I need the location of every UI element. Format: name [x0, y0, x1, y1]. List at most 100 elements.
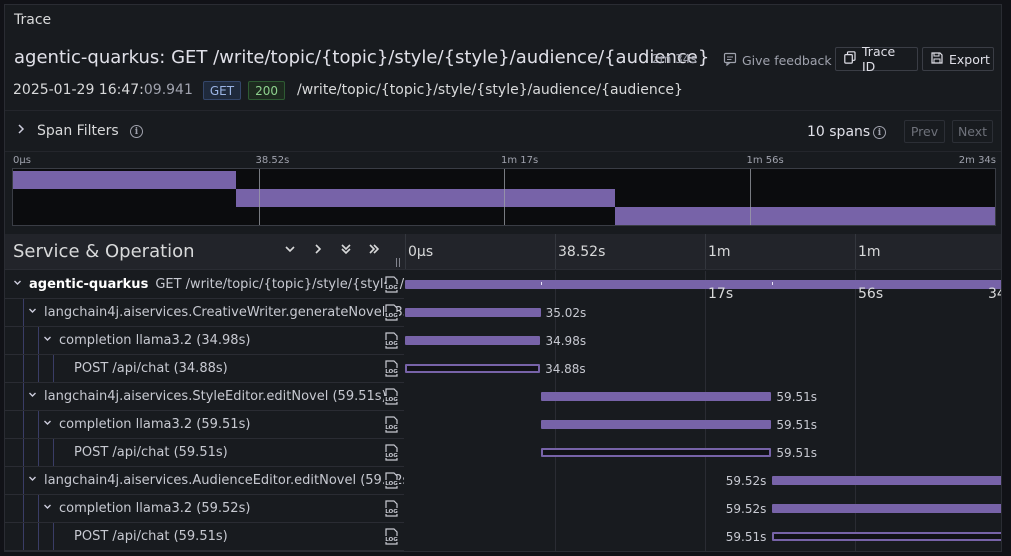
chevron-down-icon[interactable] [28, 306, 37, 318]
chevron-right-icon[interactable] [312, 243, 324, 259]
log-icon[interactable]: LOG [383, 500, 400, 517]
trace-minimap[interactable]: 0µs 38.52s 1m 17s 1m 56s 2m 34s [12, 153, 996, 228]
indent-guide [23, 439, 24, 466]
minimap-canvas[interactable] [12, 168, 996, 226]
span-bar[interactable] [405, 280, 1001, 289]
span-bar[interactable] [771, 504, 1001, 513]
indent-guide [53, 523, 54, 550]
chevron-down-icon[interactable] [43, 502, 52, 514]
next-button[interactable]: Next [952, 120, 993, 143]
span-name-cell[interactable]: agentic-quarkus GET /write/topic/{topic}/… [5, 271, 404, 299]
span-name-cell[interactable]: completion llama3.2 (34.98s) LOG [5, 327, 404, 355]
span-bar[interactable] [405, 364, 541, 373]
column-resize-handle[interactable]: || [395, 258, 402, 268]
span-row[interactable]: langchain4j.aiservices.CreativeWriter.ge… [5, 299, 1001, 327]
log-icon[interactable]: LOG [383, 304, 400, 321]
log-icon[interactable]: LOG [383, 360, 400, 377]
minimap-gridline [504, 169, 505, 225]
span-timeline-cell[interactable]: 59.52s [405, 495, 1001, 523]
log-icon[interactable]: LOG [383, 388, 400, 405]
span-duration-label: 34.98s [545, 334, 587, 348]
trace-id-button[interactable]: Trace ID [835, 44, 918, 74]
log-icon[interactable]: LOG [383, 444, 400, 461]
span-timeline-cell[interactable]: 59.51s [405, 411, 1001, 439]
span-name-cell[interactable]: POST /api/chat (34.88s) LOG [5, 355, 404, 383]
span-bar[interactable] [405, 308, 541, 317]
log-icon[interactable]: LOG [383, 332, 400, 349]
span-name: POST /api/chat (59.51s) [74, 445, 228, 460]
span-timeline-cell[interactable]: 35.02s [405, 299, 1001, 327]
minimap-span-bar [236, 189, 615, 207]
log-icon[interactable]: LOG [383, 416, 400, 433]
svg-text:LOG: LOG [385, 537, 398, 543]
span-name-cell[interactable]: completion llama3.2 (59.51s) LOG [5, 411, 404, 439]
span-timeline-cell[interactable]: 59.52s [405, 467, 1001, 495]
span-name-cell[interactable]: langchain4j.aiservices.StyleEditor.editN… [5, 383, 404, 411]
span-row[interactable]: completion llama3.2 (34.98s) LOG 34.98s [5, 327, 1001, 355]
operation-name: completion llama3.2 (34.98s) [59, 333, 251, 348]
indent-guide [38, 355, 39, 382]
log-icon[interactable]: LOG [383, 472, 400, 489]
span-bar[interactable] [540, 420, 772, 429]
span-bar[interactable] [405, 336, 541, 345]
indent-guide [23, 467, 24, 494]
minimap-ticks: 0µs 38.52s 1m 17s 1m 56s 2m 34s [12, 153, 996, 168]
span-event-mark [771, 282, 773, 285]
span-timeline-cell[interactable]: 34.98s [405, 327, 1001, 355]
spans-count: 10 spans [807, 124, 871, 140]
chevron-down-icon[interactable] [43, 334, 52, 346]
operation-name: langchain4j.aiservices.AudienceEditor.ed… [44, 473, 404, 488]
chevron-down-icon[interactable] [28, 474, 37, 486]
span-bar[interactable] [540, 392, 772, 401]
span-row[interactable]: POST /api/chat (59.51s) LOG 59.51s [5, 439, 1001, 467]
span-filters-toggle[interactable]: Span Filters [37, 123, 119, 139]
copy-icon [844, 51, 856, 67]
span-row[interactable]: completion llama3.2 (59.51s) LOG 59.51s [5, 411, 1001, 439]
info-icon[interactable]: i [130, 125, 143, 138]
span-name-cell[interactable]: POST /api/chat (59.51s) LOG [5, 523, 404, 551]
operation-name: POST /api/chat (59.51s) [74, 529, 228, 544]
timeline-tick-label: 17s [708, 286, 734, 302]
timeline-tick-label: 0µs [408, 244, 434, 260]
indent-guide [23, 299, 24, 326]
span-timeline-cell[interactable]: 34.88s [405, 355, 1001, 383]
span-bar[interactable] [771, 476, 1001, 485]
service-name: agentic-quarkus [29, 277, 149, 292]
span-row[interactable]: POST /api/chat (34.88s) LOG 34.88s [5, 355, 1001, 383]
span-bar[interactable] [540, 448, 772, 457]
give-feedback-link[interactable]: Give feedback [723, 49, 832, 71]
double-chevron-right-icon[interactable] [368, 243, 380, 259]
span-row[interactable]: completion llama3.2 (59.52s) LOG 59.52s [5, 495, 1001, 523]
log-icon[interactable]: LOG [383, 276, 400, 293]
indent-guide [38, 495, 39, 522]
log-icon[interactable]: LOG [383, 528, 400, 545]
timeline-gridline [705, 271, 706, 551]
span-name-cell[interactable]: langchain4j.aiservices.CreativeWriter.ge… [5, 299, 404, 327]
chevron-down-icon[interactable] [28, 390, 37, 402]
span-timeline-cell[interactable]: 59.51s [405, 383, 1001, 411]
chevron-down-icon[interactable] [13, 278, 22, 290]
prev-button[interactable]: Prev [904, 120, 945, 143]
span-timeline-cell[interactable] [405, 271, 1001, 299]
span-row[interactable]: POST /api/chat (59.51s) LOG 59.51s [5, 523, 1001, 551]
span-timeline-cell[interactable]: 59.51s [405, 439, 1001, 467]
span-row[interactable]: langchain4j.aiservices.StyleEditor.editN… [5, 383, 1001, 411]
span-bar[interactable] [771, 532, 1001, 541]
span-row[interactable]: langchain4j.aiservices.AudienceEditor.ed… [5, 467, 1001, 495]
chevron-down-icon[interactable] [43, 418, 52, 430]
timeline-tick-label: 34s [988, 286, 1001, 302]
export-button[interactable]: Export [922, 47, 994, 71]
span-name-cell[interactable]: POST /api/chat (59.51s) LOG [5, 439, 404, 467]
span-name-cell[interactable]: completion llama3.2 (59.52s) LOG [5, 495, 404, 523]
operation-name: completion llama3.2 (59.51s) [59, 417, 251, 432]
double-chevron-down-icon[interactable] [340, 243, 352, 259]
info-icon[interactable]: i [873, 126, 886, 139]
span-name-cell[interactable]: langchain4j.aiservices.AudienceEditor.ed… [5, 467, 404, 495]
chevron-down-icon[interactable] [284, 243, 296, 259]
span-duration-label: 59.51s [776, 446, 818, 460]
span-row[interactable]: agentic-quarkus GET /write/topic/{topic}/… [5, 271, 1001, 299]
minimap-gridline [749, 169, 751, 225]
span-name: agentic-quarkus GET /write/topic/{topic}/… [29, 277, 404, 292]
chevron-right-icon[interactable] [17, 123, 25, 139]
span-timeline-cell[interactable]: 59.51s [405, 523, 1001, 551]
